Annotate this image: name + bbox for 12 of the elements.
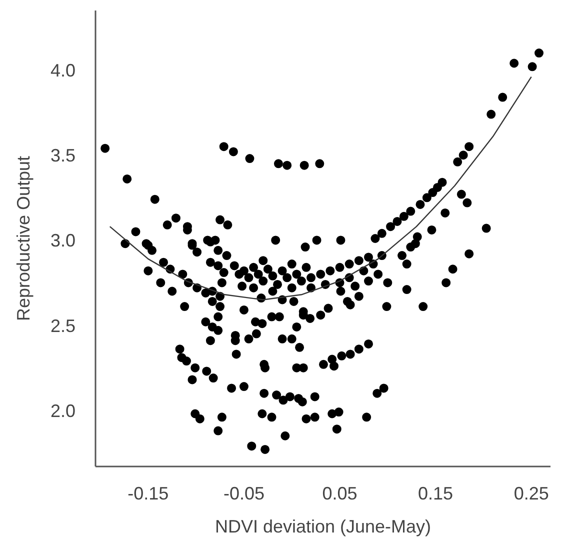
y-tick-label: 4.0	[50, 60, 76, 81]
y-tick-label: 2.0	[50, 400, 76, 421]
y-axis-title: Reproductive Output	[13, 156, 34, 322]
y-tick-label: 3.0	[50, 230, 76, 251]
y-tick-label: 3.5	[50, 146, 76, 166]
x-tick-label: 0.05	[322, 484, 358, 504]
x-axis-title: NDVI deviation (June-May)	[214, 516, 432, 536]
x-tick-label: -0.15	[128, 484, 169, 504]
y-tick-label: 2.5	[50, 316, 76, 336]
x-tick-label: -0.05	[223, 484, 264, 504]
x-tick-label: 0.25	[514, 484, 549, 504]
x-tick-label: 0.15	[418, 484, 454, 504]
